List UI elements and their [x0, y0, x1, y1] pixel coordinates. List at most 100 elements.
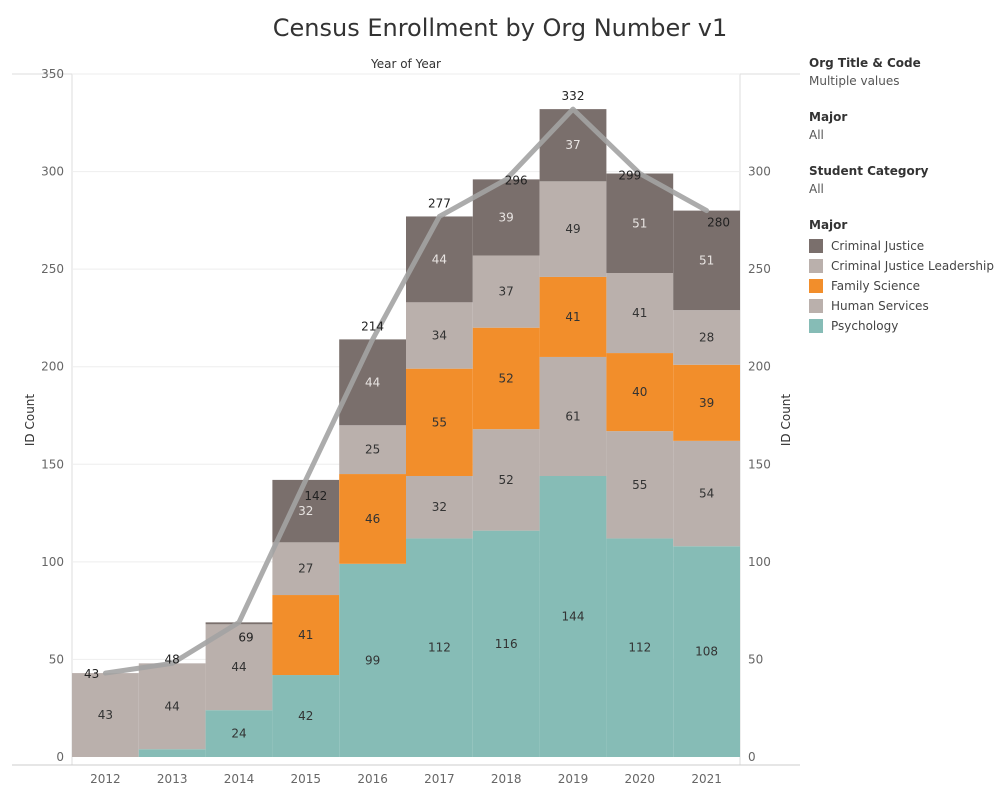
bar-segment[interactable] — [406, 302, 473, 369]
segment-label: 49 — [565, 222, 580, 236]
segment-label: 108 — [695, 645, 718, 659]
x-tick-label: 2020 — [625, 772, 656, 786]
legend-swatch — [809, 299, 823, 313]
segment-label: 99 — [365, 653, 380, 667]
bar-segment[interactable] — [472, 327, 540, 430]
legend-item-psychology[interactable]: Psychology — [809, 316, 999, 336]
x-tick-label: 2019 — [558, 772, 589, 786]
bar-segment[interactable] — [673, 364, 740, 441]
segment-label: 55 — [432, 415, 447, 429]
stacked-bar-chart: Year of Year 0 50 100 150 200 250 300 350 0 50 100 1… — [12, 57, 800, 786]
x-tick-label: 2018 — [491, 772, 522, 786]
y-tick-label-right: 250 — [748, 262, 771, 276]
y-tick-label-left: 350 — [41, 67, 64, 81]
segment-label: 61 — [565, 409, 580, 423]
total-label: 280 — [707, 216, 730, 230]
bar-segment[interactable] — [406, 368, 473, 476]
y-tick-label-left: 0 — [56, 750, 64, 764]
legend-item-criminal-justice[interactable]: Criminal Justice — [809, 236, 999, 256]
bar-segment[interactable] — [205, 710, 273, 757]
segment-label: 52 — [499, 473, 514, 487]
bar-segment[interactable] — [406, 538, 473, 757]
bar-segment[interactable] — [272, 595, 340, 676]
bar-segment[interactable] — [138, 749, 206, 757]
bar-segment[interactable] — [673, 440, 740, 547]
bar-segment[interactable] — [673, 210, 740, 311]
bar-segment[interactable] — [539, 276, 607, 357]
segment-label: 112 — [628, 641, 651, 655]
bar-segment[interactable] — [272, 675, 340, 757]
column-header: Year of Year — [370, 57, 441, 71]
segment-label: 44 — [365, 375, 380, 389]
total-label: 43 — [84, 667, 99, 681]
total-label: 299 — [618, 169, 641, 183]
bar-segment[interactable] — [673, 546, 740, 757]
bar-segment[interactable] — [606, 538, 674, 757]
bar-segment[interactable] — [539, 356, 607, 476]
total-line — [102, 106, 710, 676]
bar-segment[interactable] — [138, 663, 206, 750]
segment-label: 40 — [632, 385, 647, 399]
filter-student-category[interactable]: Student Category All — [809, 164, 999, 196]
segment-label: 37 — [499, 285, 514, 299]
legend-label: Criminal Justice Leadership — [831, 259, 994, 273]
legend-swatch — [809, 279, 823, 293]
segment-label: 41 — [298, 628, 313, 642]
total-label: 142 — [304, 489, 327, 503]
filter-value[interactable]: Multiple values — [809, 74, 900, 88]
bar-segment[interactable] — [72, 673, 139, 757]
segment-label: 44 — [432, 252, 447, 266]
segment-label: 39 — [699, 396, 714, 410]
bar-segment[interactable] — [539, 181, 607, 277]
bar-segment[interactable] — [339, 474, 406, 564]
segment-label: 32 — [298, 504, 313, 518]
x-tick-label: 2017 — [424, 772, 455, 786]
segment-label: 32 — [432, 500, 447, 514]
filter-value[interactable]: All — [809, 182, 824, 196]
x-tick-label: 2013 — [157, 772, 188, 786]
bar-segment[interactable] — [606, 273, 674, 354]
segment-label: 41 — [565, 310, 580, 324]
bar-segment[interactable] — [339, 563, 406, 757]
filter-value[interactable]: All — [809, 128, 824, 142]
legend-item-family-science[interactable]: Family Science — [809, 276, 999, 296]
segment-label: 43 — [98, 708, 113, 722]
total-label: 332 — [562, 89, 585, 103]
bar-segment[interactable] — [472, 530, 540, 757]
legend-swatch — [809, 259, 823, 273]
y-tick-label-left: 100 — [41, 555, 64, 569]
filter-major[interactable]: Major All — [809, 110, 999, 142]
x-tick-label: 2014 — [224, 772, 255, 786]
x-tick-label: 2016 — [357, 772, 388, 786]
bar-segment[interactable] — [339, 425, 406, 475]
total-label: 296 — [505, 173, 528, 187]
bar-segment[interactable] — [472, 255, 540, 328]
bar-segment[interactable] — [272, 542, 340, 596]
filter-org-title[interactable]: Org Title & Code Multiple values — [809, 56, 999, 88]
legend: Major Criminal Justice Criminal Justice … — [809, 218, 999, 336]
segment-label: 144 — [562, 609, 585, 623]
bar-segment[interactable] — [606, 173, 674, 274]
x-tick-label: 2021 — [691, 772, 722, 786]
total-label: 48 — [165, 652, 180, 666]
bar-segment[interactable] — [472, 429, 540, 531]
x-tick-label: 2015 — [291, 772, 322, 786]
bar-segment[interactable] — [673, 310, 740, 365]
bar-segment[interactable] — [406, 475, 473, 539]
bar-segment[interactable] — [539, 475, 607, 757]
segment-label: 44 — [231, 660, 246, 674]
legend-label: Criminal Justice — [831, 239, 925, 253]
segment-label: 37 — [565, 138, 580, 152]
y-tick-label-left: 150 — [41, 457, 64, 471]
bar-segment[interactable] — [606, 431, 674, 539]
y-tick-label-right: 50 — [748, 652, 763, 666]
y-tick-label-right: 150 — [748, 457, 771, 471]
bar-segment[interactable] — [539, 109, 607, 182]
bar-segment[interactable] — [606, 353, 674, 432]
legend-item-criminal-justice-leadership[interactable]: Criminal Justice Leadership — [809, 256, 999, 276]
y-axis-title-right: ID Count — [779, 394, 793, 447]
segment-label: 54 — [699, 487, 714, 501]
legend-swatch — [809, 239, 823, 253]
y-tick-label-right: 0 — [748, 750, 756, 764]
legend-item-human-services[interactable]: Human Services — [809, 296, 999, 316]
